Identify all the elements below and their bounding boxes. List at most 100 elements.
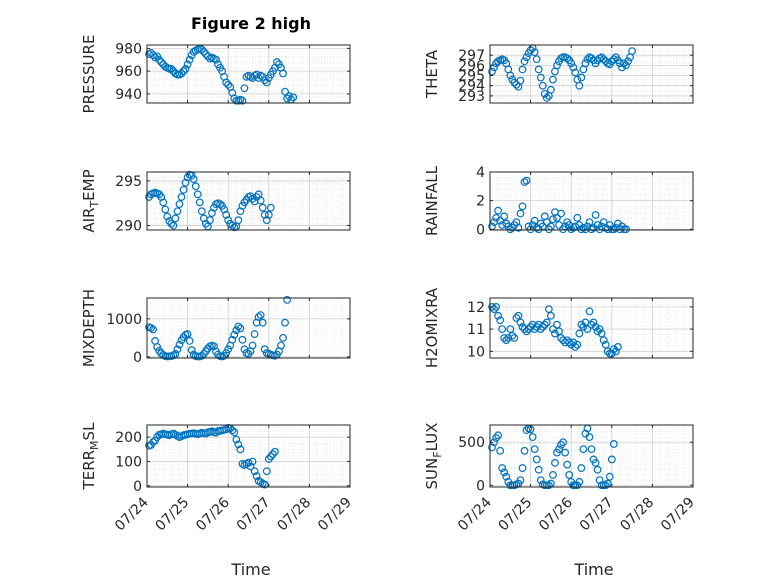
data-point <box>230 330 239 339</box>
data-point <box>607 455 616 464</box>
y-tick-label: 12 <box>467 300 485 316</box>
subplot-6: 10 11 12 H2OMIXRA <box>423 287 694 368</box>
data-point <box>589 318 598 327</box>
data-point <box>597 53 606 62</box>
data-point <box>236 324 245 333</box>
data-point <box>266 452 275 461</box>
data-point <box>490 305 498 314</box>
y-tick-label: 980 <box>115 41 142 57</box>
data-point <box>187 346 196 354</box>
x-tick-label: 07/29 <box>658 495 698 535</box>
data-point <box>538 81 547 90</box>
data-point <box>228 335 237 344</box>
data-point <box>161 205 170 214</box>
data-point <box>279 69 287 78</box>
data-point <box>551 458 559 467</box>
x-tick-label: 07/25 <box>496 495 536 535</box>
data-point <box>601 481 610 490</box>
x-tick-label: 07/24 <box>455 494 495 534</box>
data-point <box>149 51 157 60</box>
data-point <box>520 57 529 66</box>
data-point <box>587 225 596 234</box>
data-point <box>597 329 606 338</box>
data-point <box>224 80 233 89</box>
data-point <box>496 216 505 225</box>
data-point <box>169 221 178 230</box>
data-point <box>270 447 279 456</box>
data-point <box>281 318 289 327</box>
data-point <box>567 59 576 68</box>
data-point <box>228 426 237 435</box>
data-series <box>145 44 298 105</box>
y-axis-label-2: THETA <box>423 49 441 99</box>
data-point <box>549 215 557 224</box>
data-series <box>488 302 622 358</box>
data-point <box>565 471 574 479</box>
data-point <box>258 203 267 212</box>
data-point <box>549 75 557 84</box>
x-tick-label: 07/26 <box>536 494 576 534</box>
data-point <box>530 48 539 57</box>
data-point <box>500 212 509 221</box>
data-point <box>498 325 507 334</box>
data-point <box>520 446 529 455</box>
data-point <box>605 472 614 481</box>
axes-box <box>489 297 694 359</box>
data-point <box>159 198 168 207</box>
data-point <box>622 61 630 70</box>
data-point <box>264 210 273 219</box>
y-tick-label: 10 <box>467 344 485 360</box>
subplot-1: 940 960 980 PRESSURE <box>80 35 351 113</box>
data-point <box>514 223 523 232</box>
data-point <box>508 331 517 340</box>
x-tick-label: 07/27 <box>577 495 617 535</box>
data-point <box>195 198 204 207</box>
data-point <box>522 426 531 435</box>
data-point <box>240 84 249 93</box>
data-point <box>530 216 539 225</box>
y-tick-label: 0 <box>133 350 142 366</box>
data-point <box>256 311 265 319</box>
data-point <box>569 338 578 347</box>
data-point <box>500 468 509 477</box>
data-point <box>185 337 194 345</box>
data-point <box>185 55 194 64</box>
data-point <box>587 320 596 329</box>
data-point <box>147 324 155 332</box>
data-point <box>260 345 269 354</box>
data-point <box>494 311 503 320</box>
data-point <box>553 61 561 70</box>
data-point <box>609 440 618 448</box>
data-point <box>175 340 184 349</box>
y-tick-label: 500 <box>458 435 485 451</box>
y-tick-label: 960 <box>115 64 142 80</box>
data-point <box>268 450 277 459</box>
y-tick-label: 1000 <box>106 312 142 328</box>
data-point <box>547 311 555 320</box>
data-point <box>179 67 188 76</box>
data-point <box>289 93 298 102</box>
data-point <box>189 175 198 184</box>
data-point <box>264 455 273 463</box>
data-point <box>193 190 202 199</box>
data-point <box>534 465 543 474</box>
data-point <box>498 464 507 472</box>
data-point <box>609 345 618 354</box>
x-tick-label: 07/28 <box>617 495 657 535</box>
y-tick-label: 295 <box>115 174 142 190</box>
data-point <box>262 78 271 87</box>
y-tick-label: 297 <box>458 48 485 64</box>
data-point <box>171 214 180 223</box>
data-point <box>561 448 570 457</box>
data-point <box>260 76 269 85</box>
data-point <box>540 89 549 98</box>
y-tick-label: 294 <box>458 79 485 95</box>
data-point <box>593 221 602 229</box>
data-point <box>536 73 545 82</box>
data-point <box>212 55 220 64</box>
data-point <box>236 445 245 454</box>
y-tick-label: 200 <box>115 430 142 446</box>
data-point <box>234 440 243 449</box>
data-point <box>520 178 529 186</box>
data-point <box>175 200 184 209</box>
